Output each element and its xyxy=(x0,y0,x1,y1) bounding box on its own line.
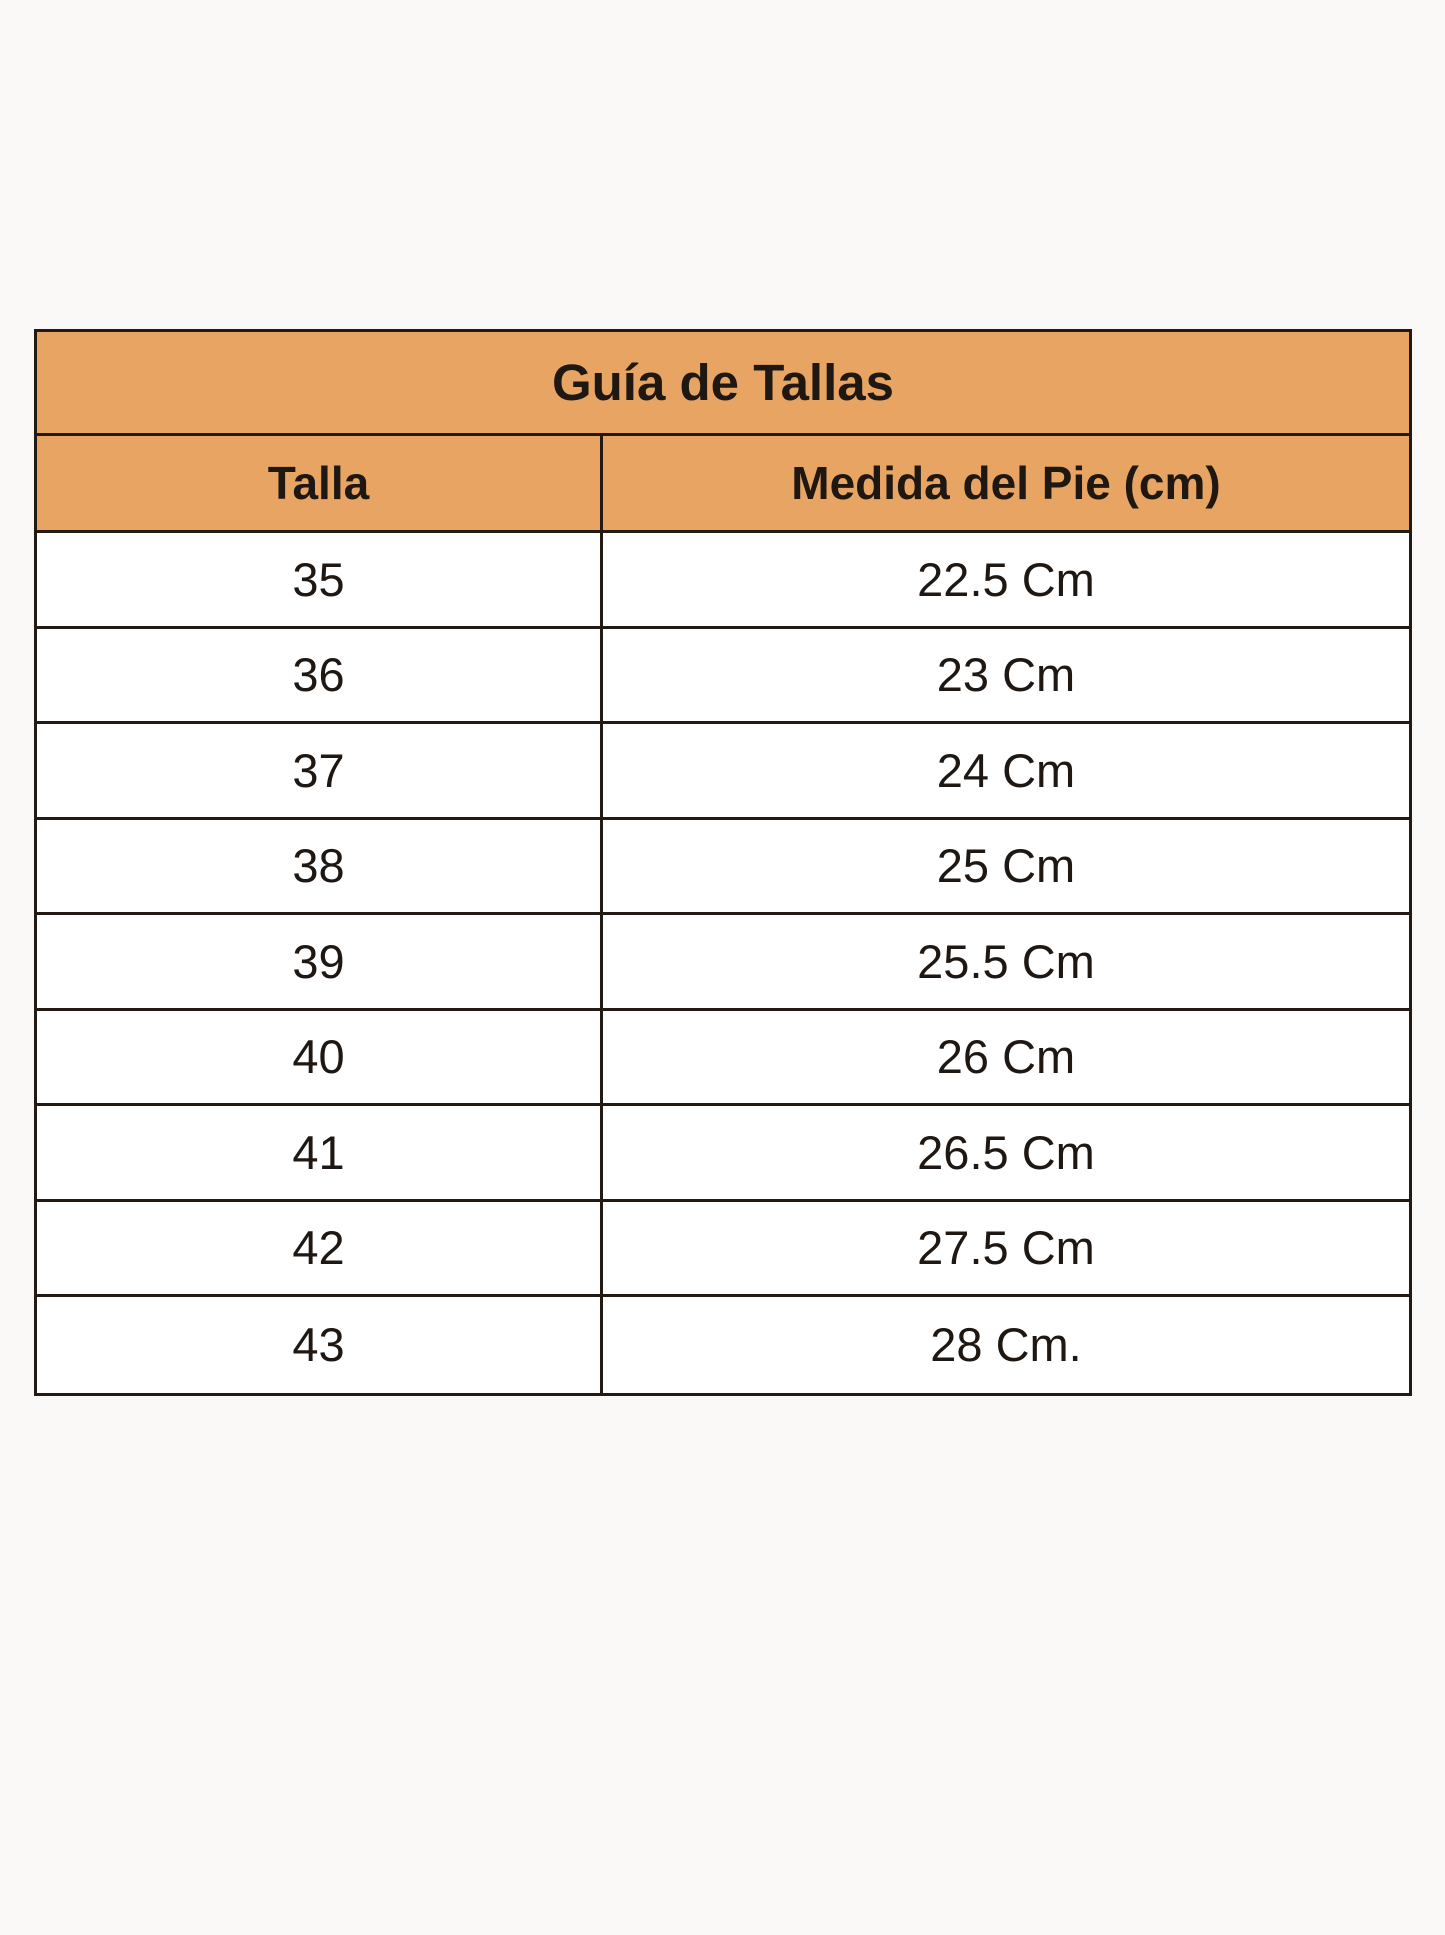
size-cell: 37 xyxy=(37,724,603,817)
table-row: 43 28 Cm. xyxy=(37,1297,1409,1393)
foot-length-cell: 23 Cm xyxy=(936,648,1076,702)
table-title: Guía de Tallas xyxy=(37,332,1409,436)
table-row: 37 24 Cm xyxy=(37,724,1409,820)
size-cell: 42 xyxy=(37,1201,603,1294)
size-cell: 43 xyxy=(37,1297,603,1393)
header-size: Talla xyxy=(37,436,603,530)
table-row: 40 26 Cm xyxy=(37,1010,1409,1106)
size-cell: 40 xyxy=(37,1010,603,1103)
foot-length-cell: 25.5 Cm xyxy=(917,934,1095,988)
foot-length-cell: 25 Cm xyxy=(936,839,1076,893)
size-guide-table: Guía de Tallas Talla Medida del Pie (cm)… xyxy=(34,329,1412,1396)
foot-length-cell: 24 Cm xyxy=(936,743,1076,797)
size-cell: 39 xyxy=(37,915,603,1008)
table-row: 39 25.5 Cm xyxy=(37,915,1409,1011)
header-row: Talla Medida del Pie (cm) xyxy=(37,436,1409,533)
table-row: 36 23 Cm xyxy=(37,628,1409,724)
table-row: 35 22.5 Cm xyxy=(37,533,1409,629)
size-cell: 35 xyxy=(37,533,603,626)
foot-length-cell: 26 Cm xyxy=(936,1030,1076,1084)
table-row: 41 26.5 Cm xyxy=(37,1106,1409,1202)
table-row: 42 27.5 Cm xyxy=(37,1201,1409,1297)
size-cell: 38 xyxy=(37,819,603,912)
size-cell: 36 xyxy=(37,628,603,721)
foot-length-cell: 22.5 Cm xyxy=(917,552,1095,606)
size-cell: 41 xyxy=(37,1106,603,1199)
table-row: 38 25 Cm xyxy=(37,819,1409,915)
foot-length-cell: 28 Cm. xyxy=(930,1318,1082,1372)
foot-length-cell: 27.5 Cm xyxy=(917,1221,1095,1275)
header-foot-length: Medida del Pie (cm) xyxy=(791,457,1221,509)
foot-length-cell: 26.5 Cm xyxy=(917,1125,1095,1179)
